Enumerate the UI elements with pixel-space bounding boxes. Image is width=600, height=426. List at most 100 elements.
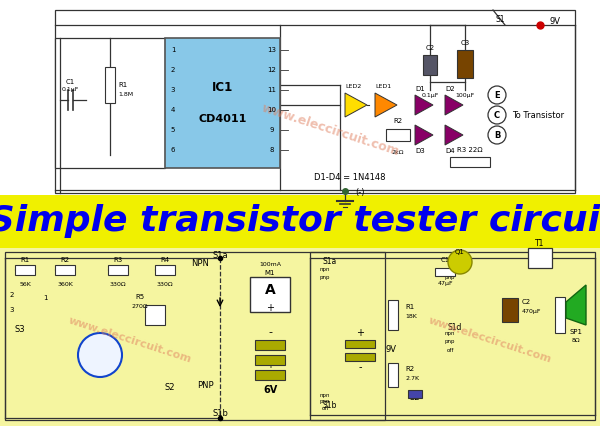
Text: 13: 13 xyxy=(268,47,277,53)
Text: 56K: 56K xyxy=(19,282,31,288)
Bar xyxy=(250,277,290,312)
Text: 1: 1 xyxy=(171,47,175,53)
Text: R2: R2 xyxy=(405,366,414,372)
Text: R1: R1 xyxy=(405,304,414,310)
Text: 4: 4 xyxy=(171,107,175,113)
Text: 0.1μF: 0.1μF xyxy=(421,92,439,98)
Text: D1: D1 xyxy=(415,86,425,92)
Text: -: - xyxy=(358,362,362,372)
Text: C2: C2 xyxy=(425,45,434,51)
Bar xyxy=(345,353,375,361)
Text: 1: 1 xyxy=(43,295,47,301)
Bar xyxy=(108,265,128,275)
Polygon shape xyxy=(566,285,586,325)
Text: +: + xyxy=(266,360,274,370)
Text: 33K: 33K xyxy=(568,314,580,320)
Text: pnp: pnp xyxy=(445,340,455,345)
Bar xyxy=(165,38,280,168)
Bar xyxy=(55,10,575,193)
Bar xyxy=(450,157,490,167)
Text: pnp: pnp xyxy=(445,276,455,280)
Text: npn: npn xyxy=(445,268,455,273)
Text: 2: 2 xyxy=(171,67,175,73)
Text: 1.8M: 1.8M xyxy=(118,92,133,97)
Bar xyxy=(423,55,437,75)
Text: D4: D4 xyxy=(445,148,455,154)
Text: R1: R1 xyxy=(20,257,29,263)
Text: S1: S1 xyxy=(495,15,505,25)
Bar xyxy=(502,298,518,322)
Bar xyxy=(55,38,165,168)
Text: 100mA: 100mA xyxy=(259,262,281,268)
Text: 470μF: 470μF xyxy=(522,310,542,314)
Text: S1a: S1a xyxy=(323,257,337,267)
Text: B: B xyxy=(494,130,500,139)
Text: 0.1μF: 0.1μF xyxy=(61,87,79,92)
Text: 8Ω: 8Ω xyxy=(572,337,580,343)
Text: S1c: S1c xyxy=(448,257,462,267)
Text: C3: C3 xyxy=(460,40,470,46)
Text: 2.7K: 2.7K xyxy=(405,377,419,382)
Circle shape xyxy=(488,106,506,124)
Polygon shape xyxy=(445,95,463,115)
Text: C1: C1 xyxy=(440,257,449,263)
Polygon shape xyxy=(415,95,433,115)
Text: R2: R2 xyxy=(61,257,70,263)
Text: npn: npn xyxy=(320,268,330,273)
Text: R3: R3 xyxy=(568,304,577,310)
Text: S1d: S1d xyxy=(448,323,462,333)
Polygon shape xyxy=(445,125,463,145)
Text: 360K: 360K xyxy=(57,282,73,288)
Polygon shape xyxy=(415,125,433,145)
Bar xyxy=(0,248,600,426)
Polygon shape xyxy=(345,93,367,117)
Text: PNP: PNP xyxy=(197,380,214,389)
Text: 270Ω: 270Ω xyxy=(131,303,148,308)
Text: 3 Simple transistor tester circuits: 3 Simple transistor tester circuits xyxy=(0,204,600,239)
Circle shape xyxy=(488,126,506,144)
Text: S3: S3 xyxy=(14,325,25,334)
Bar xyxy=(55,265,75,275)
Text: 3: 3 xyxy=(171,87,175,93)
Bar xyxy=(528,248,552,268)
Bar xyxy=(255,340,285,350)
Circle shape xyxy=(488,86,506,104)
Text: D1-D4 = 1N4148: D1-D4 = 1N4148 xyxy=(314,173,386,182)
Bar xyxy=(408,390,422,398)
Text: T1: T1 xyxy=(535,239,545,248)
Text: E: E xyxy=(494,90,500,100)
Text: R1: R1 xyxy=(118,82,127,88)
Text: C: C xyxy=(494,110,500,120)
Bar xyxy=(345,340,375,348)
Text: D2: D2 xyxy=(445,86,455,92)
Bar xyxy=(255,355,285,365)
Text: NPN: NPN xyxy=(191,259,209,268)
Bar xyxy=(386,129,410,141)
Text: 8: 8 xyxy=(270,147,274,153)
Text: www.eleccircuit.com: www.eleccircuit.com xyxy=(67,315,193,365)
Text: (-): (-) xyxy=(355,187,365,196)
Text: www.eleccircuit.com: www.eleccircuit.com xyxy=(259,101,401,158)
Bar xyxy=(457,50,473,78)
Bar xyxy=(435,268,455,276)
Bar xyxy=(555,297,565,333)
Text: R5: R5 xyxy=(136,294,145,300)
Text: SP1: SP1 xyxy=(569,329,583,335)
Text: R3: R3 xyxy=(113,257,122,263)
Text: +: + xyxy=(266,303,274,313)
Text: 47μF: 47μF xyxy=(437,282,453,287)
Text: 12: 12 xyxy=(268,67,277,73)
Text: C1: C1 xyxy=(65,79,74,85)
Text: 330Ω: 330Ω xyxy=(110,282,127,288)
Text: R3 22Ω: R3 22Ω xyxy=(457,147,483,153)
Text: S1b: S1b xyxy=(323,400,337,409)
Text: +: + xyxy=(356,328,364,338)
Text: A: A xyxy=(265,283,275,297)
Bar xyxy=(15,265,35,275)
Text: -: - xyxy=(268,327,272,337)
Bar xyxy=(5,252,385,420)
Text: pnp: pnp xyxy=(320,276,330,280)
Bar xyxy=(388,363,398,387)
Text: 18K: 18K xyxy=(405,314,417,320)
Bar xyxy=(388,300,398,330)
